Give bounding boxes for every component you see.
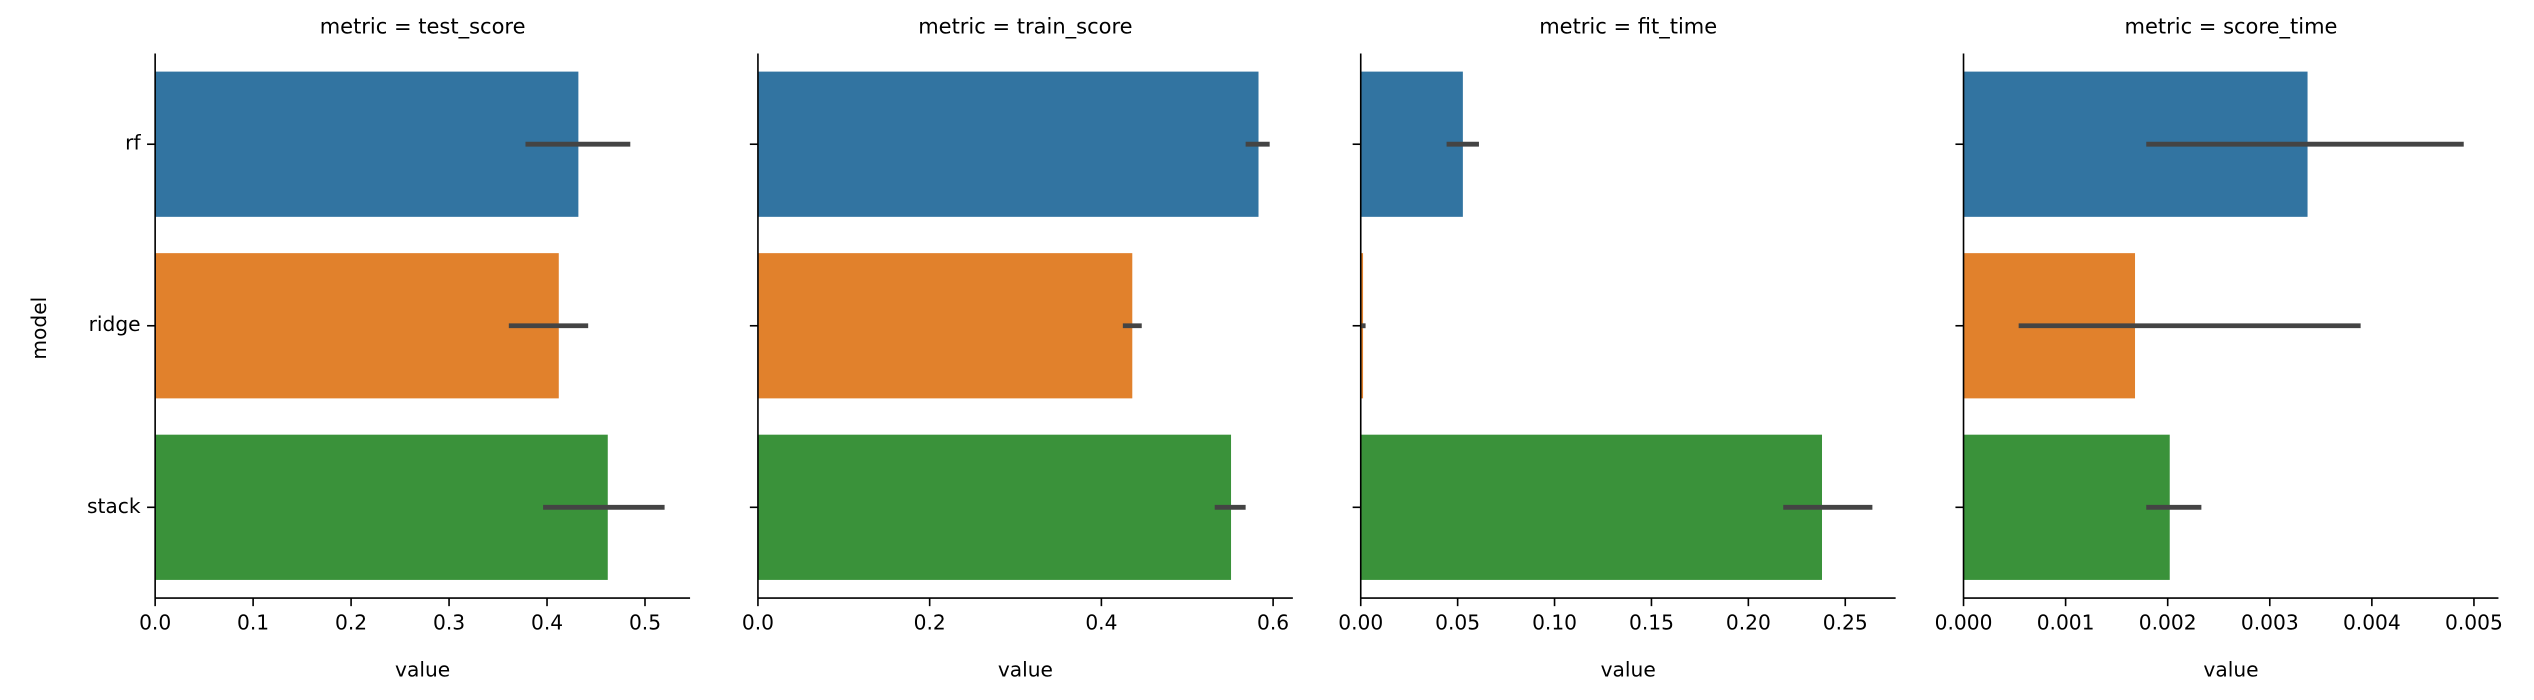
y-axis-label: model [27,297,51,360]
y-tick-label: rf [125,131,141,155]
y-tick-label: stack [87,494,141,518]
x-tick-label: 0.4 [1085,610,1117,634]
bar [155,253,559,399]
x-tick-label: 0.3 [433,610,465,634]
x-tick-label: 0.2 [914,610,946,634]
x-tick-label: 0.6 [1257,610,1289,634]
x-tick-label: 0.002 [2139,610,2197,634]
x-tick-label: 0.001 [2037,610,2095,634]
x-tick-label: 0.5 [629,610,661,634]
x-axis-label: value [2203,657,2258,681]
x-tick-label: 0.20 [1726,610,1771,634]
panel-title: metric = score_time [2125,15,2338,40]
bar [757,434,1232,580]
bar [1360,71,1463,217]
panel-title: metric = test_score [320,15,526,40]
x-tick-label: 0.4 [531,610,563,634]
bar [155,434,608,580]
x-axis-label: value [1601,657,1656,681]
panel-title: metric = fit_time [1539,15,1717,40]
bar [155,71,579,217]
x-axis-label: value [998,657,1053,681]
panel-title: metric = train_score [918,15,1132,40]
x-tick-label: 0.15 [1629,610,1674,634]
bar [757,253,1133,399]
x-tick-label: 0.05 [1435,610,1480,634]
x-tick-label: 0.2 [335,610,367,634]
x-tick-label: 0.004 [2343,610,2401,634]
x-tick-label: 0.000 [1935,610,1993,634]
bar [1963,434,2170,580]
x-tick-label: 0.0 [742,610,774,634]
x-tick-label: 0.10 [1532,610,1577,634]
x-tick-label: 0.0 [139,610,171,634]
bar [757,71,1259,217]
x-tick-label: 0.005 [2445,610,2503,634]
x-tick-label: 0.25 [1823,610,1868,634]
x-tick-label: 0.1 [237,610,269,634]
bar [1360,434,1823,580]
x-tick-label: 0.00 [1338,610,1383,634]
y-tick-label: ridge [89,312,141,336]
x-axis-label: value [395,657,450,681]
x-tick-label: 0.003 [2241,610,2299,634]
